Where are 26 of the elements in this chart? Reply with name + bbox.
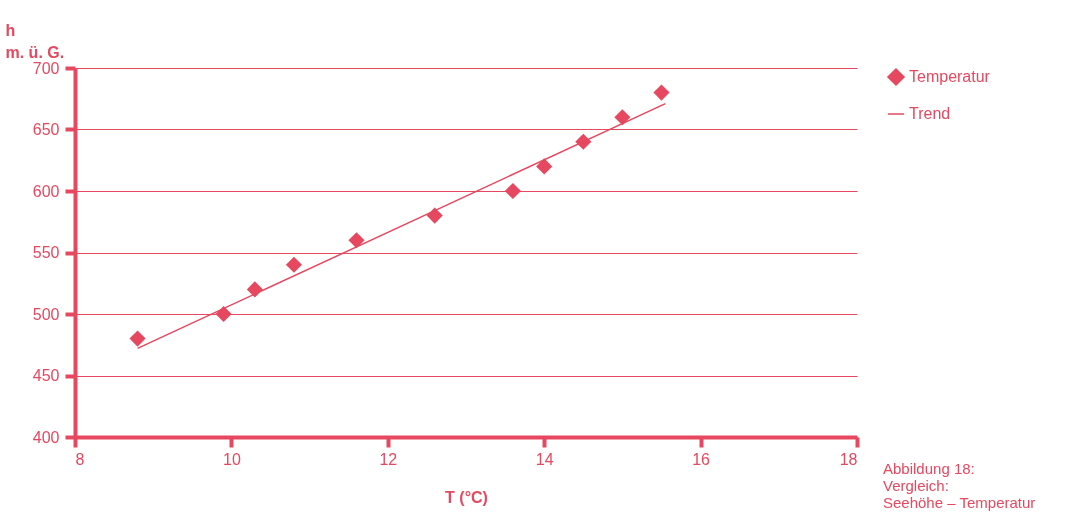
point — [536, 158, 553, 175]
y-tick-label: 500 — [32, 305, 60, 323]
y-tick-label: 650 — [32, 121, 60, 138]
x-tick-label: 8 — [75, 450, 85, 468]
x-tick-label: 10 — [223, 450, 241, 468]
y-axis-title: h m. ü. G. — [5, 21, 65, 61]
y-tick-label: 600 — [32, 182, 60, 200]
legend-label: Trend — [909, 105, 951, 122]
text: Abbildung 18: Vergleich: Seehöhe – Temperatur — [883, 460, 1036, 511]
x-axis-title: T (°C) — [445, 488, 488, 506]
y-tick-label: 550 — [32, 244, 60, 261]
point — [504, 182, 521, 200]
point — [614, 109, 631, 126]
legend-label: Temperatur — [909, 68, 991, 85]
point — [653, 84, 670, 101]
point — [285, 256, 303, 273]
y-tick-label: 700 — [32, 59, 60, 77]
x-tick-label: 18 — [839, 450, 858, 468]
x-tick-label: 14 — [535, 450, 554, 468]
point — [215, 305, 232, 323]
x-tick-label: 16 — [692, 450, 711, 468]
y-tick-label: 400 — [32, 428, 60, 446]
x-tick-label: 12 — [379, 450, 398, 468]
point — [129, 330, 146, 347]
point — [348, 232, 365, 249]
y-tick-label: 450 — [32, 367, 60, 384]
